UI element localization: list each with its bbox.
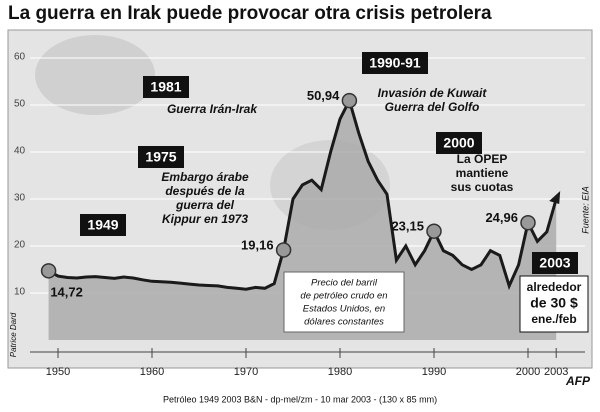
annotation: mantiene — [456, 166, 509, 180]
badge — [436, 132, 482, 154]
badge-text: 2000 — [443, 135, 474, 151]
note: Estados Unidos, en — [303, 304, 385, 315]
annotation: Kippur en 1973 — [162, 212, 248, 226]
y-tick-label: 20 — [14, 240, 26, 251]
annotation: sus cuotas — [451, 180, 514, 194]
footer: Petróleo 1949 2003 B&N - dp-mel/zm - 10 … — [163, 394, 437, 404]
point — [341, 92, 358, 109]
arrow-head — [549, 191, 561, 204]
annotation: ene./feb — [531, 312, 576, 326]
note: Precio del barril — [311, 278, 378, 289]
point — [40, 263, 57, 279]
credit: Patrice Dard — [9, 312, 18, 357]
x-tick-label: 1980 — [328, 366, 352, 378]
value-label: 50,94 — [307, 88, 340, 103]
agency: AFP — [565, 374, 591, 388]
x-tick-label: 2000 — [516, 366, 540, 378]
x-tick-label: 2003 — [544, 366, 568, 378]
point — [275, 242, 292, 258]
annotation: alrededor — [527, 280, 582, 294]
x-tick-label: 1960 — [140, 366, 164, 378]
annotation: Guerra Irán-Irak — [167, 102, 258, 116]
badge-text: 1990-91 — [369, 55, 421, 71]
area — [48, 100, 557, 340]
value-label: 19,16 — [241, 237, 274, 252]
annotation: guerra del — [175, 198, 235, 212]
badge — [532, 252, 578, 274]
y-tick-label: 60 — [14, 52, 26, 63]
annotation: Embargo árabe — [161, 170, 249, 184]
note: dólares constantes — [304, 317, 384, 328]
x-tick-label: 1990 — [422, 366, 446, 378]
badge-text: 2003 — [539, 255, 570, 271]
chart-title: La guerra en Irak puede provocar otra cr… — [8, 3, 492, 24]
annotation: Invasión de Kuwait — [378, 86, 488, 100]
decor — [35, 35, 155, 115]
badge — [138, 146, 184, 168]
x-tick-label: 1970 — [234, 366, 258, 378]
note-box — [283, 271, 405, 333]
badge — [143, 76, 189, 98]
value-label: 14,72 — [50, 284, 83, 299]
note: de petróleo crudo en — [300, 291, 387, 302]
line — [47, 96, 558, 291]
annotation-box — [519, 275, 589, 333]
source: Fuente: EIA — [580, 186, 590, 234]
point — [426, 223, 442, 239]
annotation: Guerra del Golfo — [385, 100, 480, 114]
y-tick-label: 30 — [14, 193, 26, 204]
annotation: La OPEP — [457, 152, 508, 166]
badge-text: 1949 — [87, 217, 118, 233]
badge — [80, 214, 126, 236]
x-tick-label: 1950 — [46, 366, 70, 378]
y-tick-label: 50 — [14, 99, 26, 110]
y-tick-label: 10 — [14, 287, 26, 298]
badge-text: 1981 — [150, 79, 181, 95]
annotation: de 30 $ — [530, 295, 578, 311]
badge — [362, 52, 428, 74]
value-label: 23,15 — [391, 219, 424, 234]
badge-text: 1975 — [145, 149, 176, 165]
y-tick-label: 40 — [14, 146, 26, 157]
annotation: después de la — [165, 184, 245, 198]
value-label: 24,96 — [485, 210, 518, 225]
point — [520, 214, 536, 231]
